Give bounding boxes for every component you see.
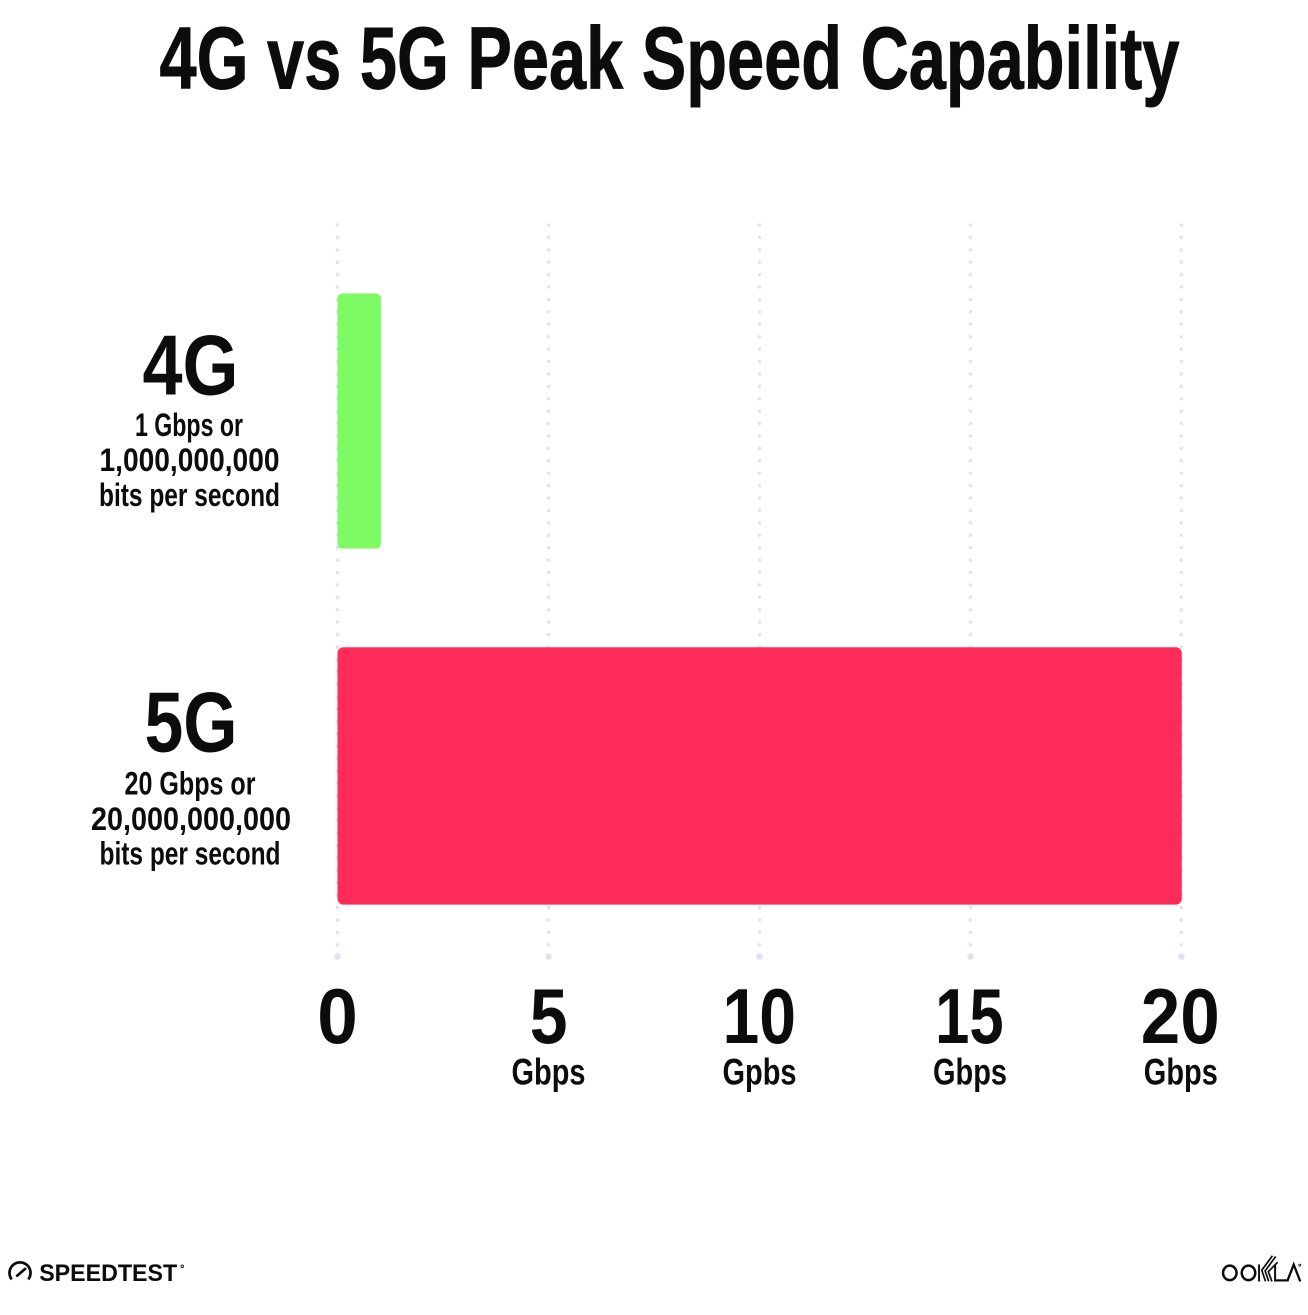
svg-text:SPEEDTEST: SPEEDTEST: [39, 1260, 177, 1287]
svg-text:1 Gbps or: 1 Gbps or: [135, 407, 243, 443]
svg-text:4G: 4G: [143, 319, 239, 414]
svg-text:4G vs 5G Peak Speed Capability: 4G vs 5G Peak Speed Capability: [160, 9, 1180, 108]
svg-text:20,000,000,000: 20,000,000,000: [91, 801, 291, 837]
svg-text:1,000,000,000: 1,000,000,000: [100, 442, 280, 478]
svg-text:Gbps: Gbps: [1144, 1050, 1218, 1092]
svg-text:20: 20: [1141, 972, 1220, 1060]
svg-text:Gpbs: Gpbs: [723, 1050, 797, 1092]
svg-text:Gbps: Gbps: [933, 1050, 1007, 1092]
svg-text:bits per second: bits per second: [100, 836, 281, 872]
svg-text:20 Gbps or: 20 Gbps or: [125, 766, 256, 802]
svg-text:10: 10: [723, 972, 797, 1060]
svg-text:5: 5: [530, 972, 568, 1060]
svg-text:bits per second: bits per second: [99, 477, 280, 513]
svg-text:0: 0: [317, 972, 358, 1060]
svg-text:Gbps: Gbps: [512, 1050, 586, 1092]
svg-text:5G: 5G: [145, 675, 238, 770]
svg-text:15: 15: [935, 972, 1004, 1060]
